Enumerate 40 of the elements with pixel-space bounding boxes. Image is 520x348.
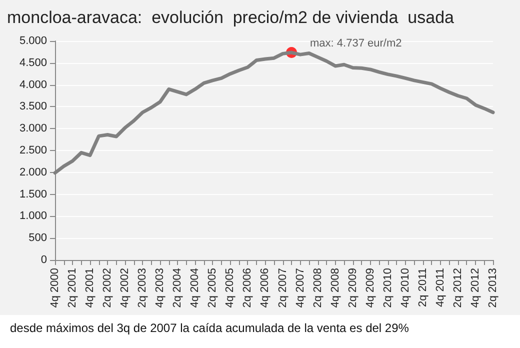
x-tick-label: 2q 2013 bbox=[487, 268, 499, 308]
x-tick-label: 2q 2006 bbox=[242, 268, 254, 308]
y-tick-label: 1.000 bbox=[19, 210, 47, 222]
x-tick-label: 4q 2001 bbox=[84, 268, 96, 308]
y-tick-label: 3.000 bbox=[19, 122, 47, 135]
x-tick-label: 4q 2005 bbox=[224, 268, 236, 308]
x-tick-label: 2q 2005 bbox=[206, 268, 219, 308]
y-tick-label: 0 bbox=[40, 254, 47, 266]
x-tick-label: 2q 2012 bbox=[452, 268, 464, 308]
x-tick-label: 4q 2002 bbox=[119, 268, 132, 308]
x-tick-label: 2q 2010 bbox=[382, 268, 394, 308]
x-tick-label: 2q 2009 bbox=[346, 268, 359, 308]
x-tick-label: 4q 2007 bbox=[294, 268, 306, 308]
annotation: max: 4.737 eur/m2 bbox=[310, 38, 402, 50]
x-tick-label: 2q 2003 bbox=[136, 268, 149, 308]
x-tick-label: 4q 2003 bbox=[154, 268, 166, 308]
y-tick-label: 500 bbox=[28, 232, 47, 244]
x-tick-label: 2q 2008 bbox=[312, 268, 324, 308]
x-tick-label: 4q 2004 bbox=[189, 268, 202, 308]
y-tick-label: 2.500 bbox=[19, 144, 47, 156]
y-tick-label: 5.000 bbox=[19, 35, 47, 47]
x-tick-label: 4q 2012 bbox=[469, 268, 482, 308]
y-tick-label: 4.000 bbox=[19, 78, 47, 91]
x-tick-label: 4q 2000 bbox=[49, 268, 61, 308]
x-tick-label: 2q 2004 bbox=[172, 268, 184, 308]
x-tick-label: 2q 2011 bbox=[416, 268, 429, 307]
x-tick-label: 2q 2001 bbox=[66, 268, 79, 308]
y-tick-label: 1.500 bbox=[19, 188, 47, 200]
y-tick-label: 3.500 bbox=[19, 100, 47, 113]
x-tick-label: 2q 2007 bbox=[276, 268, 289, 308]
x-tick-label: 2q 2002 bbox=[102, 268, 114, 308]
x-tick-label: 4q 2006 bbox=[259, 268, 272, 308]
x-tick-label: 4q 2009 bbox=[364, 268, 376, 308]
text: desde máximos del 3q de 2007 la caída acumulada de la venta es del 29% bbox=[10, 321, 410, 335]
x-tick-label: 4q 2010 bbox=[399, 268, 412, 308]
x-tick-label: 4q 2008 bbox=[329, 268, 342, 308]
x-tick-label: 4q 2011 bbox=[434, 268, 446, 307]
y-tick-label: 2.000 bbox=[19, 166, 47, 178]
y-tick-label: 4.500 bbox=[19, 56, 47, 69]
chart-title: moncloa-aravaca: evolución precio/m2 de vivienda usada bbox=[7, 8, 455, 27]
